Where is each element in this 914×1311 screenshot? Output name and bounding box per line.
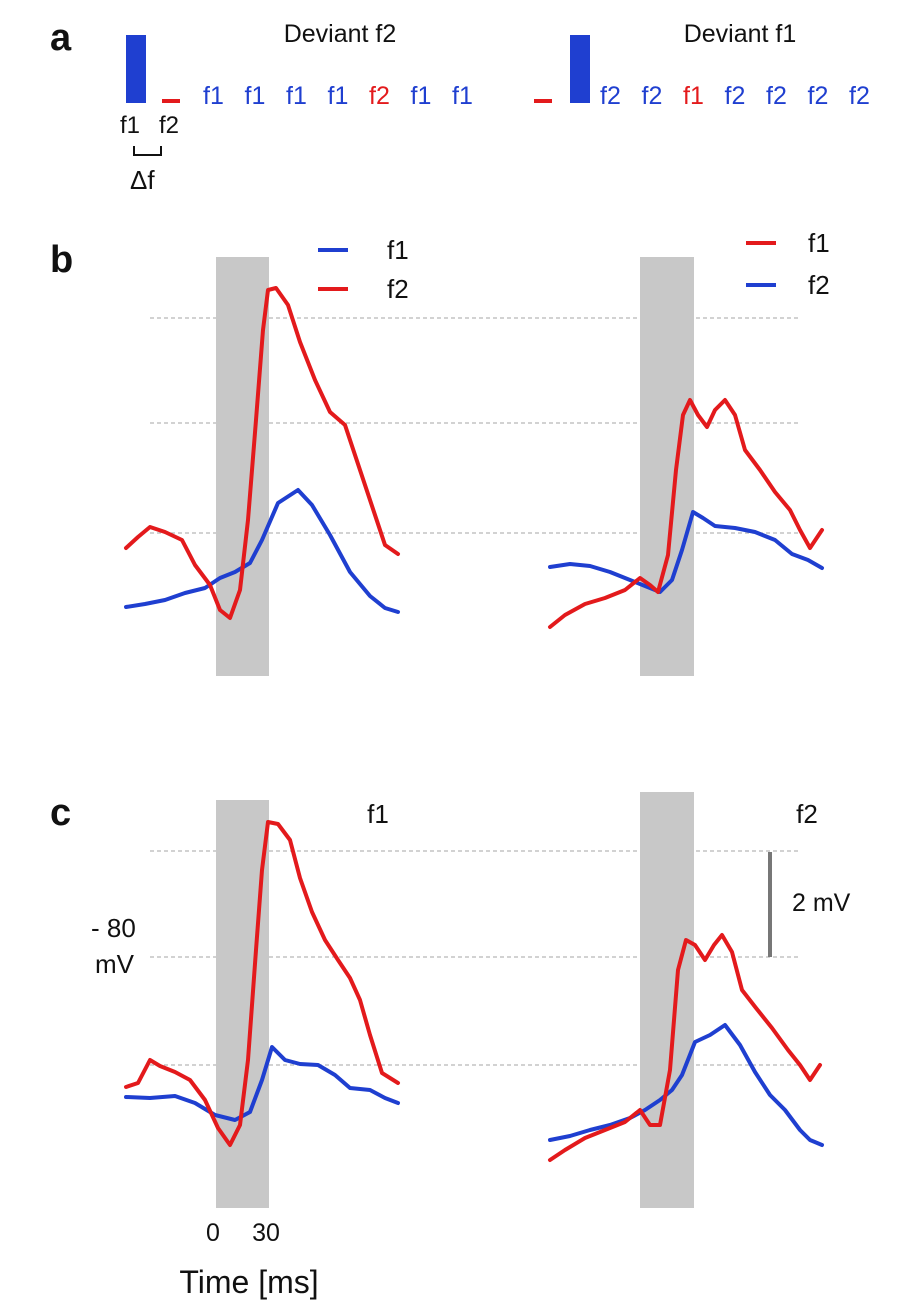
y-reference-unit: mV: [95, 949, 135, 979]
trace-b-left-f1: [124, 488, 400, 614]
panel-c-letter: c: [50, 792, 71, 834]
trace-b-right-f2: [548, 510, 824, 594]
sequence-tone: f2: [369, 82, 390, 110]
trace-c-right-f1: [548, 933, 822, 1162]
f2-stimulus-bar: [162, 99, 180, 103]
legend-left-label-1: f1: [387, 235, 409, 265]
stimulus-window-c-right: [640, 792, 694, 1208]
panel-a-letter: a: [50, 17, 72, 59]
left-tone-sequence: f1 f1 f1 f1 f2 f1 f1: [203, 82, 473, 110]
panel-c-right-title: f2: [796, 799, 818, 829]
f1-stimulus-bar: [126, 35, 146, 103]
sequence-tone: f2: [808, 82, 829, 110]
trace-b-right-f1: [548, 398, 824, 629]
x-tick-label-0: 0: [206, 1219, 220, 1247]
x-tick-label-30: 30: [252, 1219, 280, 1247]
sequence-tone: f2: [600, 82, 621, 110]
panel-a: a f1 f2 Δf Deviant f2 f1 f1 f1 f1 f2 f1 f1 Dev…: [50, 17, 870, 195]
sequence-tone: f1: [203, 82, 224, 110]
sequence-tone: f2: [642, 82, 663, 110]
stimulus-window-b-left: [216, 257, 269, 676]
y-reference-value: - 80: [91, 913, 136, 943]
sequence-tone: f1: [411, 82, 432, 110]
trace-c-right-f2: [548, 1023, 824, 1147]
deviant-f2-title: Deviant f2: [284, 20, 397, 48]
stimulus-window-c-left: [216, 800, 269, 1208]
sequence-tone: f1: [452, 82, 473, 110]
trace-b-left-f2: [124, 286, 400, 620]
legend-right-label-2: f2: [808, 270, 830, 300]
stimulus-window-b-right: [640, 257, 694, 676]
panel-c-left-title: f1: [367, 799, 389, 829]
time-axis: 0 30 Time [ms]: [179, 1219, 318, 1300]
sequence-tone: f2: [849, 82, 870, 110]
sequence-tone: f1: [286, 82, 307, 110]
x-axis-title: Time [ms]: [179, 1264, 318, 1300]
bar-label-f1: f1: [120, 112, 140, 139]
sequence-tone: f1: [683, 82, 704, 110]
right-tone-sequence: f2 f2 f1 f2 f2 f2 f2: [600, 82, 870, 110]
legend-left-label-2: f2: [387, 274, 409, 304]
legend-right-label-1: f1: [808, 228, 830, 258]
f2-stimulus-bar-right: [534, 99, 552, 103]
deviant-f1-title: Deviant f1: [684, 20, 797, 48]
scale-bar-label: 2 mV: [792, 889, 851, 917]
panel-b: b f1 f2 f1 f2: [50, 228, 830, 629]
bar-label-f2: f2: [159, 112, 179, 139]
sequence-tone: f1: [328, 82, 349, 110]
sequence-tone: f2: [766, 82, 787, 110]
panel-b-letter: b: [50, 239, 73, 281]
sequence-tone: f2: [725, 82, 746, 110]
sequence-tone: f1: [245, 82, 266, 110]
trace-c-left-f2: [124, 820, 400, 1147]
delta-f-label: Δf: [130, 165, 155, 195]
delta-f-bracket: [133, 146, 162, 156]
f1-stimulus-bar-right: [570, 35, 590, 103]
panel-c: c f1 f2 - 80 mV 2 mV: [50, 792, 851, 1162]
trace-c-left-f1: [124, 1045, 400, 1122]
